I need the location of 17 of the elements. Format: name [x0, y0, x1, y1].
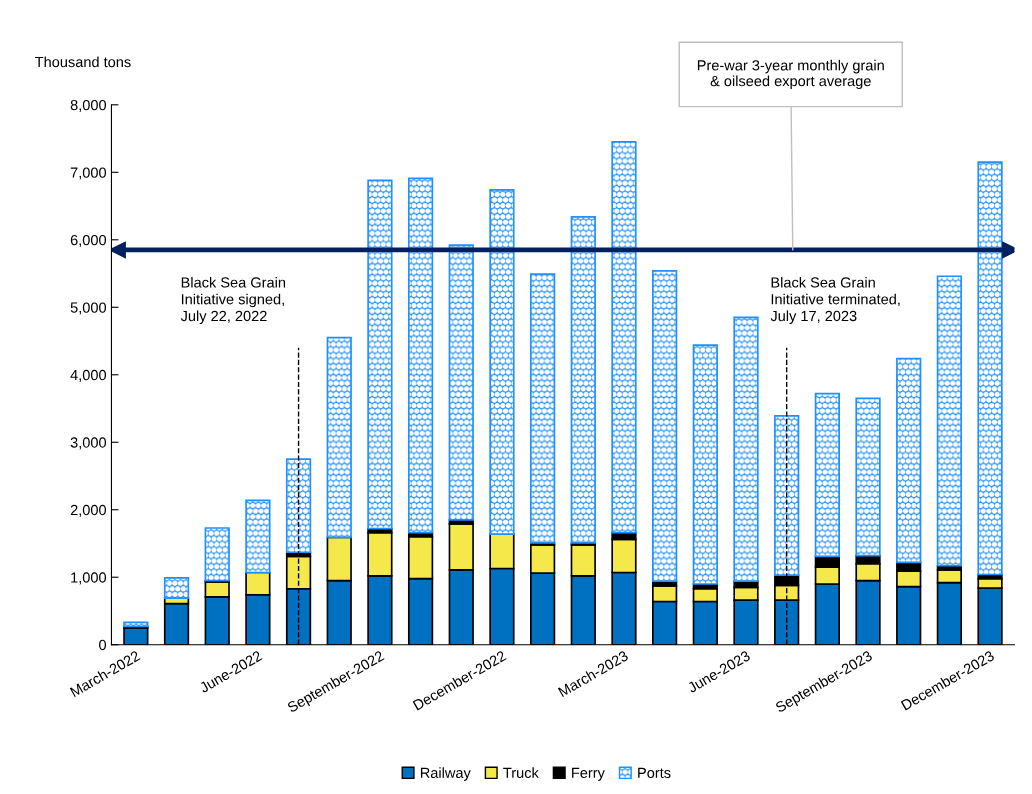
y-tick-label: 7,000 — [70, 167, 107, 180]
ref-line-label: Pre-war 3-year monthly grain & oilseed export average — [697, 59, 884, 90]
legend-label: Ports — [638, 767, 671, 778]
legend-label: Ferry — [572, 767, 605, 781]
y-tick-label: 3,000 — [70, 437, 107, 450]
legend-label: Railway — [420, 767, 471, 781]
annotation: Black Sea Grain Initiative terminated, July 17, 2023 — [770, 276, 900, 325]
y-tick-label: 0 — [99, 639, 107, 651]
y-axis-title: Thousand tons — [35, 56, 131, 68]
y-tick-label: 5,000 — [70, 302, 107, 315]
y-tick-label: 4,000 — [70, 369, 107, 382]
y-tick-label: 2,000 — [70, 504, 107, 517]
y-tick-label: 1,000 — [71, 572, 107, 585]
y-tick-label: 8,000 — [70, 99, 107, 112]
y-tick-label: 6,000 — [70, 234, 107, 247]
annotation: Black Sea Grain Initiative signed, July 22, 2022 — [180, 276, 286, 325]
legend-label: Truck — [503, 767, 539, 778]
